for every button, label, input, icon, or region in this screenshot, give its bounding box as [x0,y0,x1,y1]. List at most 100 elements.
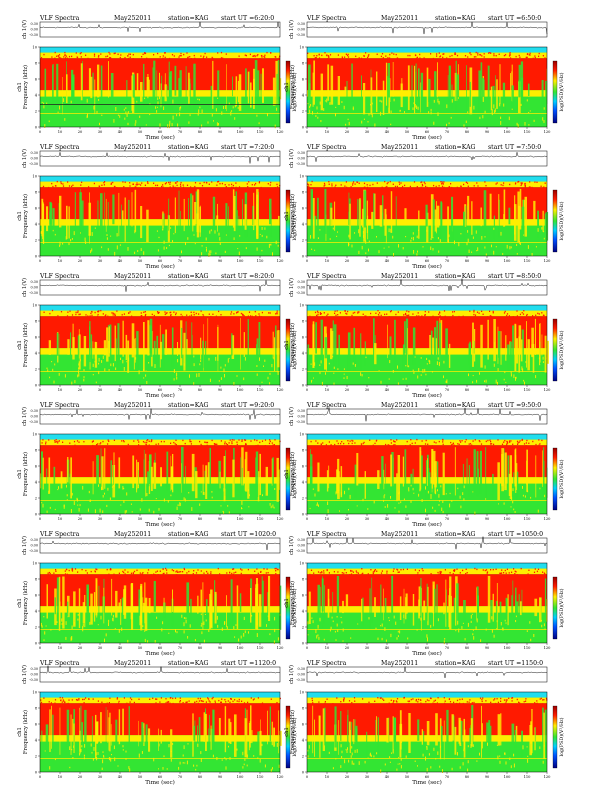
spectrogram-speckle [520,184,522,187]
time-tick-label: 60 [158,775,163,779]
spectrogram-speckle [543,572,545,574]
spectrogram-speckle [63,700,65,703]
spectrogram-speckle [225,766,227,770]
spectrogram-speckle [147,181,149,183]
spectrogram-speckle [273,357,275,360]
spectrogram-speckle [525,361,527,364]
spectrogram-speckle [227,700,229,702]
spectrogram-speckle [206,56,208,58]
spectrogram-speckle [116,698,118,700]
spectrogram-speckle [311,248,313,250]
spectrogram-speckle [473,56,475,58]
spectrogram-speckle [530,638,532,642]
spectrogram-streak [235,76,238,107]
spectrogram-streak [77,335,80,362]
spectrogram-speckle [329,629,331,632]
spectrogram-speckle [456,186,458,189]
time-tick-label: 120 [544,388,552,392]
spectrogram-speckle [225,758,227,761]
spectrogram-speckle [66,57,68,59]
spectrogram-speckle [65,236,67,240]
spectrogram-speckle [366,184,368,186]
spectrogram-speckle [358,311,360,313]
spectrogram-speckle [90,312,92,315]
spectrogram-speckle [404,184,406,187]
spectrogram-speckle [69,310,71,312]
spectrogram-speckle [525,700,527,702]
spectrogram-speckle [193,355,195,358]
spectrogram-speckle [104,368,106,372]
spectrogram-speckle [463,183,465,186]
spectrogram-speckle [171,54,174,56]
spectrogram-speckle [182,762,184,764]
freq-tick-label: 10 [32,690,37,694]
spectrogram-speckle [200,491,202,493]
spectrogram-speckle [258,313,260,315]
spectrogram-streak [136,73,139,97]
spectrogram-speckle [390,633,392,638]
spectrogram-streak [546,340,549,364]
spectrogram-speckle [206,570,208,573]
spectrogram-speckle [76,699,78,701]
time-tick-label: 110 [257,130,265,134]
band-upper-yellow [307,181,547,188]
spectrogram-streak [326,470,329,492]
spectrogram-speckle [477,247,479,251]
spectrogram-streak [328,598,330,612]
spectrogram-speckle [249,494,250,497]
spectrogram-speckle [227,505,229,507]
panel-start-time: start UT =7:20:0 [221,144,274,151]
spectrogram-speckle [443,186,445,189]
spectrogram-speckle [55,439,57,441]
spectrogram-streak [128,199,130,242]
spectrogram-streak [230,579,233,631]
spectrogram-speckle [406,314,408,316]
spectrogram-streak [435,713,438,746]
spectrogram-speckle [538,52,540,55]
spectrogram-speckle [186,314,188,316]
spectrogram-speckle [233,568,235,570]
spectrogram-speckle [118,702,120,704]
spectrogram-streak [107,202,109,239]
spectrogram-speckle [503,378,505,381]
spectrogram-speckle [506,443,508,445]
spectrogram-speckle [81,568,83,571]
spectrogram-streak [427,586,429,626]
spectrogram-speckle [473,636,475,640]
freq-tick-label: 6 [302,335,305,339]
spectrogram-speckle [244,439,247,441]
time-tick-label: 30 [98,517,103,521]
spectrogram-speckle [133,440,135,442]
spectrogram-speckle [536,700,538,702]
time-tick-label: 110 [257,646,265,650]
spectrogram-streak [505,597,508,622]
spectrogram-speckle [391,52,393,54]
spectrogram-speckle [414,104,416,108]
colorbar [285,60,291,124]
spectrogram-streak [267,710,268,745]
time-tick-label: 70 [445,388,450,392]
spectrogram-speckle [194,57,196,60]
spectrogram-speckle [276,703,278,705]
spectrogram-panel-10: VLF Spectra May252011 station=KAG start UT … [284,531,565,657]
spectrogram-streak [508,207,511,225]
spectrogram-speckle [189,315,191,317]
spectrogram-speckle [321,381,323,386]
spectrogram-speckle [543,699,545,701]
spectrogram-speckle [344,490,345,495]
spectrogram-streak [495,75,496,111]
spectrogram-speckle [315,440,317,442]
spectrogram-speckle [493,443,495,446]
spectrogram-speckle [506,314,508,317]
spectrogram-streak [312,72,314,107]
spectrogram-streak [138,589,141,616]
spectrogram-speckle [162,621,164,625]
spectrogram-streak [108,326,110,354]
spectrogram-speckle [245,54,247,57]
waveform-axis-label: ch 1(V) [288,20,295,39]
spectrogram-speckle [499,102,501,107]
spectrogram-speckle [273,506,275,509]
spectrogram-streak [79,707,81,752]
spectrogram-speckle [468,701,470,703]
freq-axis-channel-label: ch1 [17,340,23,350]
